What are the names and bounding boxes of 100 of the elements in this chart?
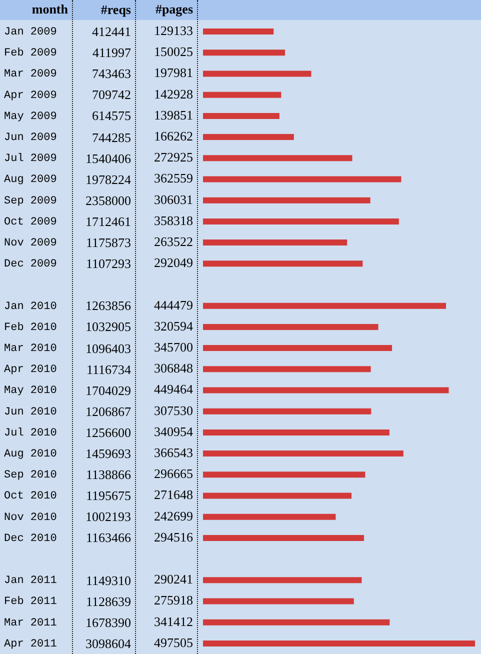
bar (203, 260, 363, 267)
data-label: 294516 (154, 529, 194, 544)
bar (203, 197, 370, 204)
data-label: 444479 (154, 297, 193, 312)
y-tick-label: May 2010 (4, 385, 57, 398)
data-label: 307530 (154, 402, 193, 418)
data-label: 614575 (91, 107, 131, 126)
data-label: 744285 (91, 128, 131, 146)
bar (203, 387, 449, 394)
data-label: 1678390 (84, 614, 131, 632)
data-label: 1096403 (84, 340, 131, 358)
y-tick-label: Oct 2010 (4, 490, 57, 503)
data-label: 358318 (154, 212, 193, 228)
data-label: 242699 (154, 508, 193, 524)
data-label: 1712461 (84, 212, 131, 231)
data-label: 411997 (91, 44, 131, 62)
bar (203, 345, 392, 352)
y-tick-label: Jan 2009 (4, 26, 57, 38)
bar (203, 619, 390, 626)
data-label: 1206867 (84, 402, 131, 421)
data-label: 340954 (154, 424, 194, 439)
data-label: 497505 (154, 634, 193, 650)
data-label: 272925 (154, 150, 193, 165)
data-label: 1138866 (84, 466, 131, 484)
data-label: 362559 (154, 170, 193, 186)
data-label: 1032905 (84, 318, 131, 336)
data-label: 292049 (154, 255, 193, 270)
bar (203, 450, 404, 457)
bar (203, 324, 378, 330)
data-label: 449464 (154, 382, 194, 397)
bar (203, 134, 294, 140)
data-label: 1107293 (84, 255, 131, 274)
data-label: 306031 (154, 192, 193, 207)
bar (203, 366, 371, 372)
bar (203, 155, 352, 162)
y-tick-label: Oct 2009 (4, 216, 57, 228)
y-axis-title: month (32, 1, 69, 16)
data-label: 296665 (154, 466, 193, 482)
bar (203, 534, 364, 541)
bar (203, 50, 286, 56)
data-label: 345700 (154, 339, 193, 354)
bar (203, 429, 390, 436)
y-tick-label: Mar 2011 (4, 617, 58, 630)
data-label: 709742 (91, 86, 131, 104)
y-tick-label: Mar 2010 (4, 342, 57, 355)
y-tick-label: Nov 2010 (4, 512, 57, 524)
data-label: 142928 (154, 86, 193, 102)
y-tick-label: Feb 2009 (4, 48, 57, 60)
bar (203, 302, 446, 309)
data-label: 366543 (154, 444, 193, 460)
bar (203, 70, 312, 77)
data-label: 3098604 (84, 634, 131, 653)
data-label: 1978224 (84, 170, 131, 189)
data-label: 129133 (154, 22, 193, 38)
bar (203, 598, 354, 604)
y-tick-label: Sep 2010 (4, 470, 57, 482)
y-tick-label: Feb 2010 (4, 322, 57, 334)
y-tick-label: Mar 2009 (4, 68, 57, 81)
bar (203, 240, 348, 246)
data-label: 271648 (154, 487, 193, 502)
bar (203, 92, 282, 98)
data-label: 1195675 (84, 487, 131, 506)
y-tick-label: Jul 2010 (4, 427, 57, 440)
y-tick-label: Feb 2011 (4, 596, 58, 608)
y-tick-label: Jan 2011 (4, 575, 58, 588)
bar (203, 28, 274, 35)
data-label: 1002193 (84, 508, 131, 526)
data-label: 2358000 (84, 192, 131, 210)
data-label: 275918 (154, 592, 193, 608)
bar (203, 514, 336, 520)
data-label: 1163466 (84, 529, 131, 548)
bar (203, 472, 366, 478)
bar (203, 218, 399, 224)
data-label: 197981 (154, 65, 193, 80)
data-label: 1116734 (85, 360, 131, 379)
data-label: 1459693 (84, 445, 131, 463)
series-label: #pages (155, 1, 193, 16)
bar (203, 640, 475, 646)
data-label: 290241 (154, 572, 193, 587)
y-tick-label: Jun 2009 (4, 132, 57, 144)
bar (203, 176, 402, 182)
y-tick-label: Aug 2009 (4, 174, 57, 186)
data-label: 1263856 (84, 297, 131, 316)
data-label: 412441 (91, 23, 131, 41)
y-tick-label: Nov 2009 (4, 237, 57, 250)
data-label: 1149310 (84, 572, 131, 590)
y-tick-label: Apr 2011 (4, 638, 58, 650)
bar (203, 112, 280, 119)
bar (203, 492, 352, 499)
data-label: 150025 (154, 44, 193, 60)
y-tick-label: Jun 2010 (4, 406, 57, 418)
data-label: 263522 (154, 234, 193, 249)
y-tick-label: Dec 2009 (4, 258, 57, 271)
data-label: 1128639 (84, 592, 131, 611)
bar (203, 408, 372, 414)
y-tick-label: Sep 2009 (4, 195, 57, 208)
data-label: 1175873 (84, 234, 131, 252)
data-label: 1540406 (84, 150, 131, 168)
data-label: 743463 (91, 65, 131, 84)
data-label: 1704029 (84, 382, 131, 400)
